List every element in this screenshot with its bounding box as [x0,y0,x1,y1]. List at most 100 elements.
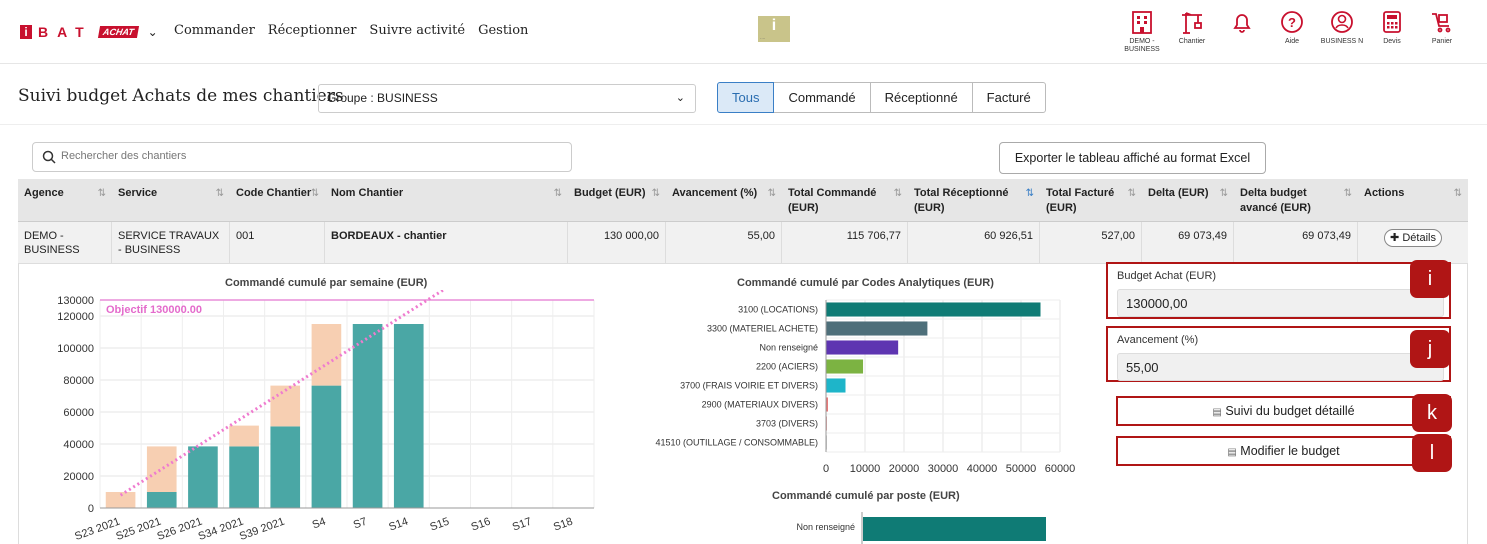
nav-suivre-activite[interactable]: Suivre activité [369,23,466,38]
devis-label: Devis [1383,38,1401,45]
details-button[interactable]: ✚ Détails [1384,229,1442,247]
user-icon [1331,11,1353,33]
col-nom-chantier[interactable]: Nom Chantier ⇅ [331,187,562,199]
x-tick-label: 40000 [967,463,998,475]
bar [188,446,218,508]
cart-button[interactable]: Panier [1417,9,1467,54]
filter-tabs: Tous Commandé Réceptionné Facturé [717,82,1046,113]
y-tick-label: 3703 (DIVERS) [756,419,818,429]
help-button[interactable]: ? Aide [1267,9,1317,54]
annotation-badge-l: l [1412,434,1452,472]
annotation-badge-j: j [1410,330,1450,368]
sort-icon: ⇅ [1219,188,1228,199]
chantier-button[interactable]: Chantier [1167,9,1217,54]
search-input[interactable]: Rechercher des chantiers [32,142,572,172]
building-label: DEMO - BUSINESS [1124,38,1160,53]
tab-tous[interactable]: Tous [717,82,775,113]
x-tick-label: S4 [311,516,328,532]
modifier-budget-button[interactable]: ▤ Modifier le budget [1116,436,1451,466]
col-service[interactable]: Service ⇅ [118,187,224,199]
x-tick-label: S39 2021 [238,516,286,543]
cell-facture: 527,00 [1040,222,1142,264]
plus-icon: ✚ [1390,232,1400,244]
cell-code: 001 [230,222,325,264]
x-tick-label: S34 2021 [197,516,245,543]
annotation-badge-i: i [1410,260,1450,298]
logo-achat-badge: ACHAT [97,26,139,38]
cell-delta-avance: 69 073,49 [1234,222,1358,264]
bell-icon [1233,14,1251,33]
bar [311,324,342,386]
top-icons: DEMO - BUSINESS Chantier ? Aide BUSINESS… [1117,9,1467,54]
budget-achat-input[interactable]: 130000,00 [1117,289,1444,317]
y-tick-label: 3700 (FRAIS VOIRIE ET DIVERS) [680,381,818,391]
cell-agence: DEMO - BUSINESS [18,222,112,264]
cell-budget: 130 000,00 [568,222,666,264]
tab-receptionne[interactable]: Réceptionné [869,82,973,113]
sort-icon: ⇅ [310,188,319,199]
sort-icon: ⇅ [1343,188,1352,199]
chevron-down-icon[interactable]: ⌄ [147,25,158,39]
nav-gestion[interactable]: Gestion [478,23,529,38]
building-button[interactable]: DEMO - BUSINESS [1117,9,1167,54]
sort-icon: ⇅ [893,188,902,199]
col-avancement[interactable]: Avancement (%) ⇅ [672,187,776,199]
col-code-chantier[interactable]: Code Chantier ⇅ [236,187,319,199]
y-tick-label: 100000 [57,343,94,355]
sort-icon: ⇅ [651,188,660,199]
chart-poste: Non renseigné [796,512,1046,544]
cell-commande: 115 706,77 [782,222,908,264]
x-tick-label: S26 2021 [156,516,204,543]
bar [146,492,177,508]
table-row[interactable]: DEMO - BUSINESS SERVICE TRAVAUX - BUSINE… [18,222,1468,264]
x-tick-label: 30000 [928,463,959,475]
objective-label: Objectif 130000.00 [106,304,202,316]
col-delta[interactable]: Delta (EUR) ⇅ [1148,187,1228,199]
chart-codes: 0 10000 20000 30000 40000 50000 60000 3100 (LOC… [655,299,1076,475]
col-total-commande[interactable]: Total Commandé (EUR) ⇅ [788,187,902,214]
y-tick-label: 80000 [63,375,94,387]
nav-commander[interactable]: Commander [174,23,255,38]
nav-receptionner[interactable]: Réceptionner [267,23,357,38]
cell-actions: ✚ Détails [1358,222,1468,264]
tab-facture[interactable]: Facturé [971,82,1046,113]
ibat-logo[interactable]: i BAT ACHAT ⌄ [20,24,158,40]
search-icon [42,150,56,164]
col-agence[interactable]: Agence ⇅ [24,187,106,199]
crane-icon [1182,12,1202,34]
col-actions[interactable]: Actions ⇅ [1364,187,1462,199]
page-title: Suivi budget Achats de mes chantiers [18,86,344,106]
table-header: Agence ⇅ Service ⇅ Code Chantier ⇅ Nom Chan… [18,179,1468,222]
export-excel-button[interactable]: Exporter le tableau affiché au format Ex… [999,142,1266,174]
col-budget[interactable]: Budget (EUR) ⇅ [574,187,660,199]
x-tick-label: S14 [387,516,410,534]
bar [105,492,136,508]
logo-i: i [20,25,32,39]
col-total-facture[interactable]: Total Facturé (EUR) ⇅ [1046,187,1136,214]
bar [270,385,301,427]
cart-icon [1432,13,1451,33]
help-label: Aide [1284,38,1299,45]
x-tick-label: S23 2021 [73,516,121,543]
devis-button[interactable]: Devis [1367,9,1417,54]
suivi-budget-detaille-button[interactable]: ▤ Suivi du budget détaillé [1116,396,1451,426]
bar [826,321,928,336]
avancement-input[interactable]: 55,00 [1117,353,1444,381]
col-total-receptionne[interactable]: Total Réceptionné (EUR) ⇅ [914,187,1034,214]
tab-commande[interactable]: Commandé [773,82,871,113]
bar [270,426,301,508]
group-select[interactable]: Groupe : BUSINESS ⌄ [318,84,696,113]
cell-nom: BORDEAUX - chantier [325,222,568,264]
detail-panel [18,264,1468,544]
divider [0,124,1487,125]
user-button[interactable]: BUSINESS N [1317,9,1367,54]
user-label: BUSINESS N [1320,38,1364,45]
x-tick-label: 50000 [1006,463,1037,475]
y-tick-label: 120000 [57,311,94,323]
y-tick-label: 3100 (LOCATIONS) [738,305,818,315]
cart-label: Panier [1431,38,1453,45]
x-tick-label: 60000 [1045,463,1076,475]
sort-icon: ⇅ [553,188,562,199]
col-delta-budget-avance[interactable]: Delta budget avancé (EUR) ⇅ [1240,187,1352,214]
notifications-button[interactable] [1217,9,1267,54]
